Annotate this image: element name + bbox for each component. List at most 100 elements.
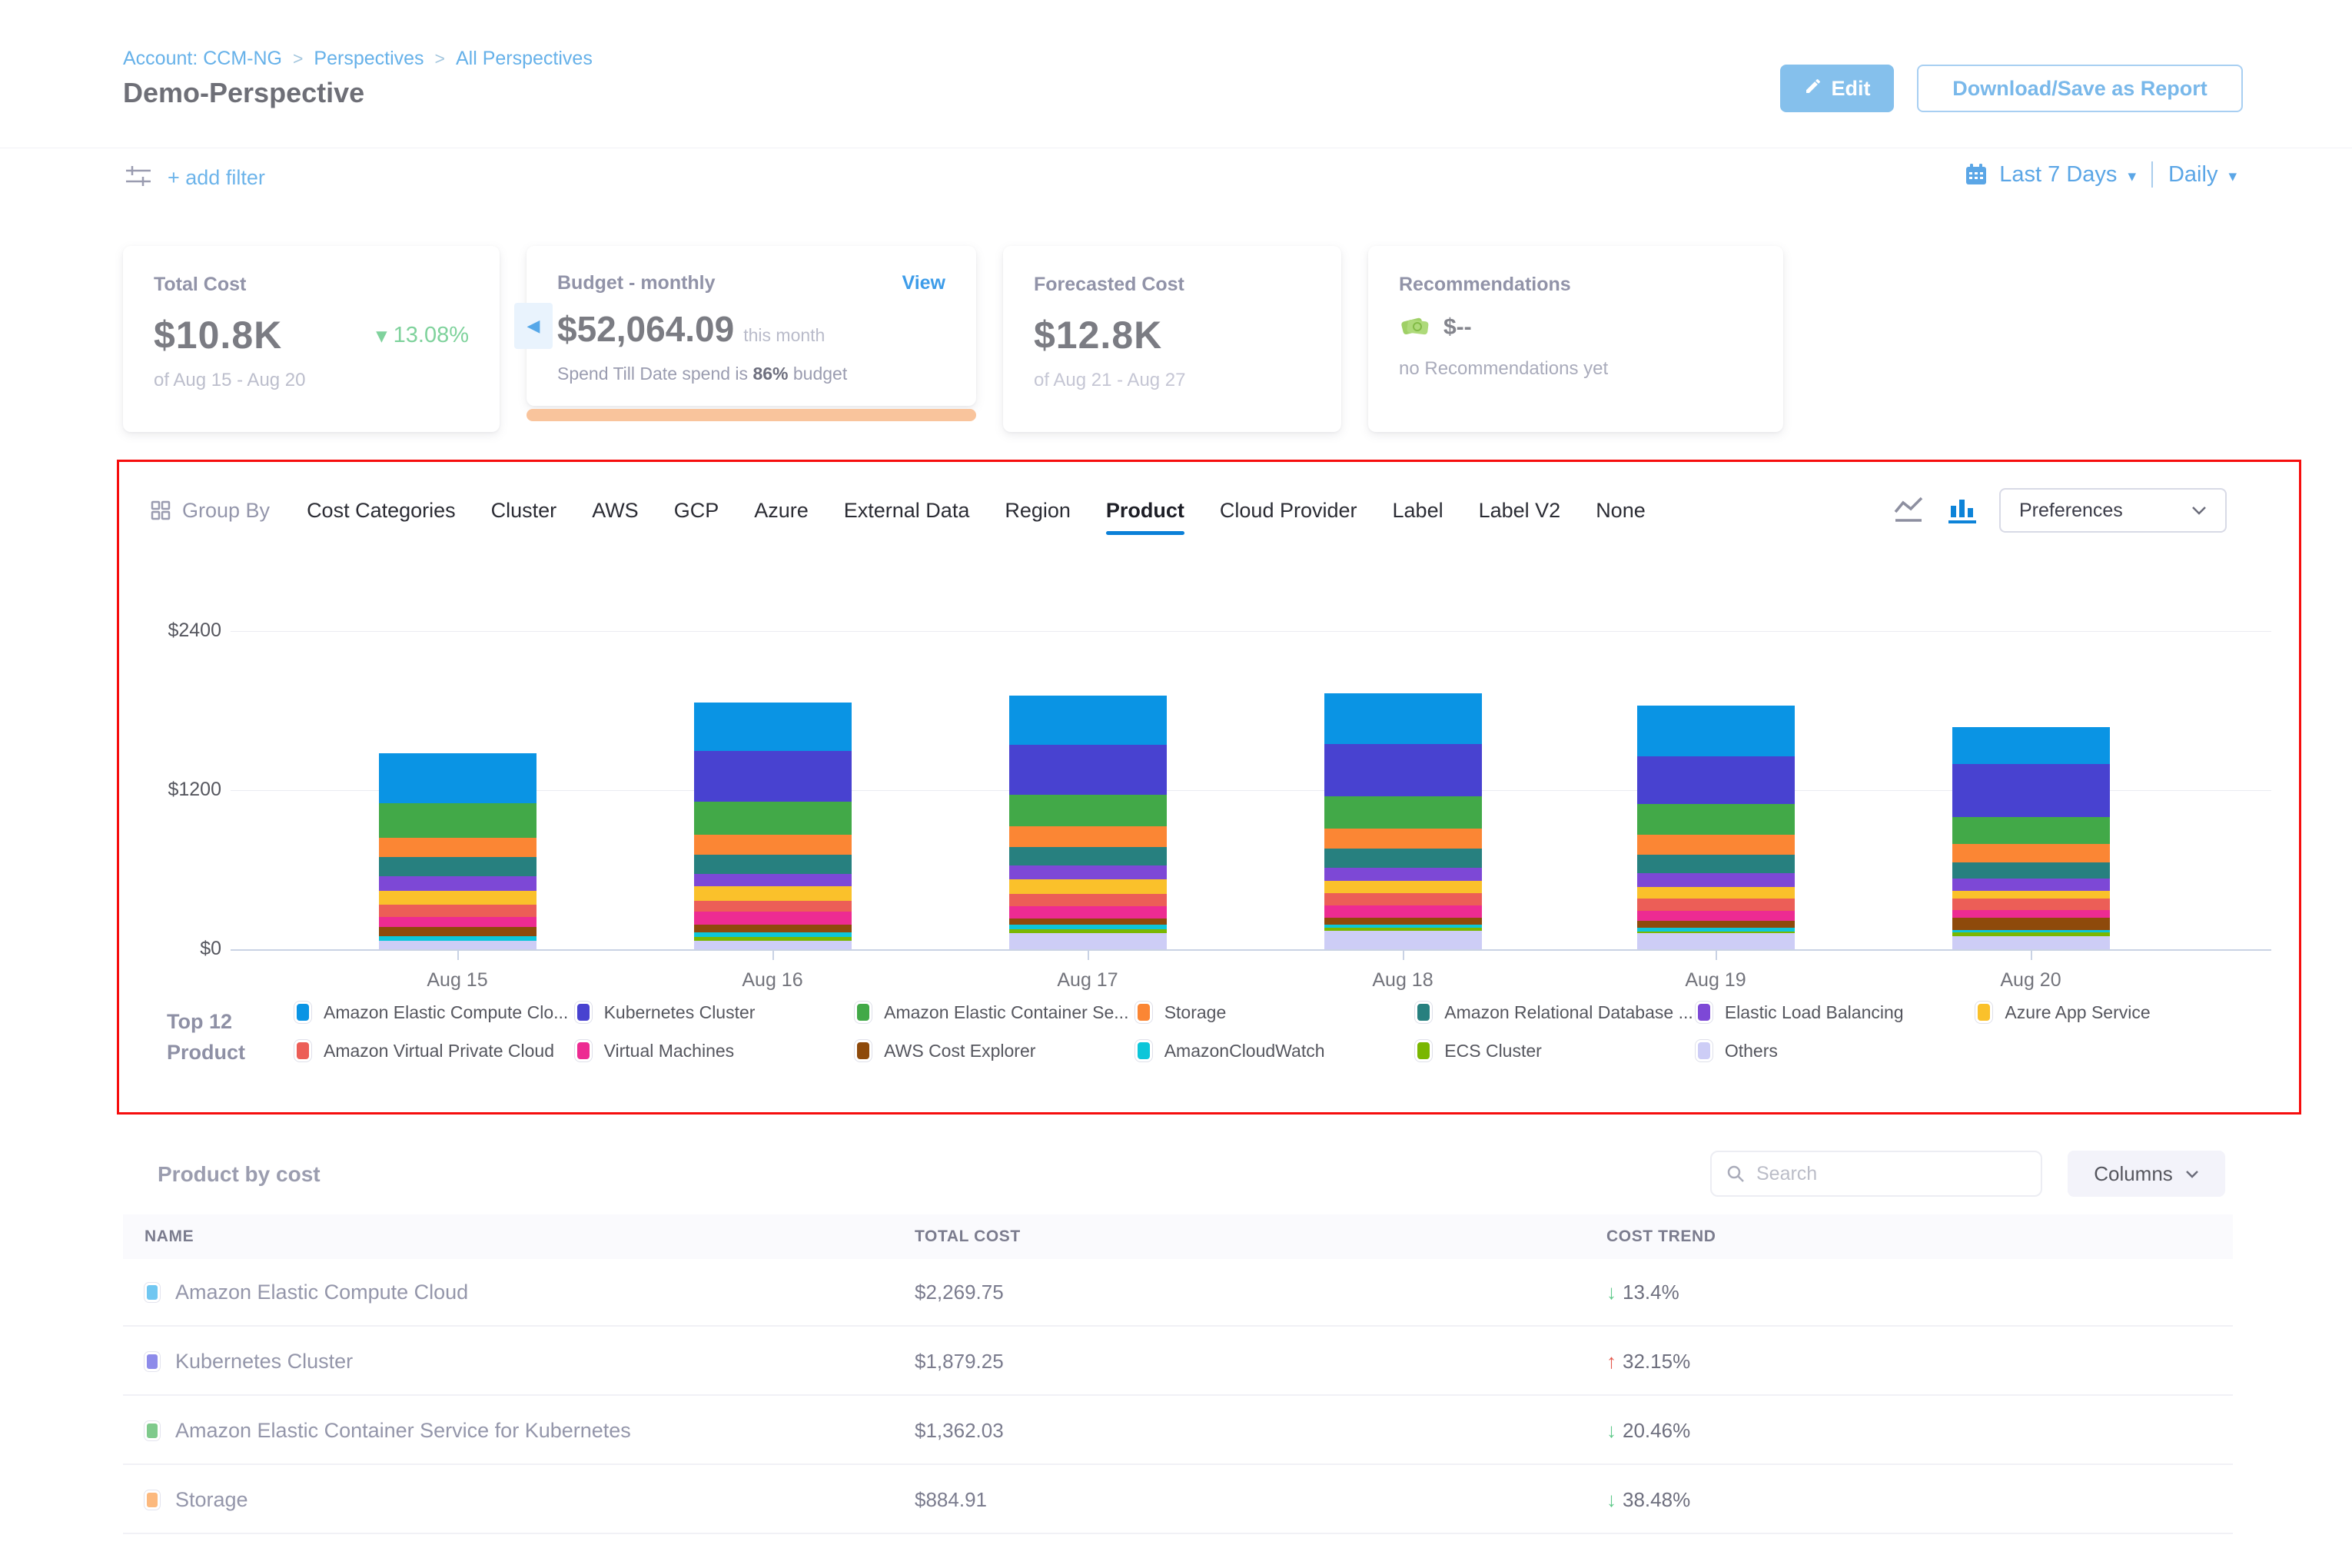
row-product-name[interactable]: Storage [175, 1487, 248, 1511]
filter-sliders-icon[interactable] [123, 163, 154, 194]
bar-segment[interactable] [1636, 804, 1795, 835]
row-product-name[interactable]: Kubernetes Cluster [175, 1349, 354, 1373]
table-row[interactable]: Amazon Elastic Container Service for Kub… [123, 1397, 2233, 1465]
column-header-total-cost[interactable]: TOTAL COST [915, 1227, 1021, 1245]
legend-item[interactable]: Storage [1134, 1002, 1416, 1023]
bar-segment[interactable] [693, 936, 852, 941]
bar-segment[interactable] [1952, 843, 2110, 862]
date-range-select[interactable]: Last 7 Days [1999, 161, 2118, 187]
bar-segment[interactable] [693, 702, 852, 751]
bar-segment[interactable] [1952, 891, 2110, 899]
row-product-name[interactable]: Amazon Elastic Container Service for Kub… [175, 1418, 631, 1442]
bar-segment[interactable] [1008, 905, 1167, 919]
bar-segment[interactable] [693, 874, 852, 886]
bar-segment[interactable] [378, 927, 537, 936]
bar-segment[interactable] [1008, 794, 1167, 827]
bar-segment[interactable] [1636, 928, 1795, 932]
bar-segment[interactable] [1636, 898, 1795, 911]
bar-segment[interactable] [378, 890, 537, 905]
bar-segment[interactable] [1636, 933, 1795, 949]
stacked-bar-aug-17[interactable] [1008, 696, 1167, 949]
budget-view-link[interactable]: View [902, 272, 945, 294]
bar-segment[interactable] [1952, 917, 2110, 930]
add-filter-link[interactable]: + add filter [168, 166, 265, 189]
bar-chart-toggle-icon[interactable] [1945, 495, 1979, 526]
bar-segment[interactable] [1952, 910, 2110, 918]
bar-segment[interactable] [693, 885, 852, 901]
bar-segment[interactable] [1636, 756, 1795, 805]
bar-segment[interactable] [693, 835, 852, 855]
tab-cloud-provider[interactable]: Cloud Provider [1219, 498, 1357, 522]
bar-segment[interactable] [1008, 826, 1167, 847]
legend-item[interactable]: Amazon Virtual Private Cloud [294, 1040, 575, 1061]
bar-segment[interactable] [1636, 920, 1795, 929]
legend-item[interactable]: Virtual Machines [574, 1040, 855, 1061]
bar-segment[interactable] [378, 940, 537, 949]
tab-product[interactable]: Product [1105, 498, 1184, 535]
column-header-name[interactable]: NAME [145, 1227, 194, 1245]
bar-segment[interactable] [1952, 932, 2110, 936]
table-row[interactable]: Kubernetes Cluster $1,879.25 ↑ 32.15% [123, 1328, 2233, 1396]
legend-item[interactable]: AWS Cost Explorer [855, 1040, 1135, 1061]
bar-segment[interactable] [1008, 846, 1167, 865]
tab-label[interactable]: Label [1392, 498, 1443, 522]
legend-item[interactable]: Amazon Relational Database ... [1415, 1002, 1696, 1023]
chevron-down-icon[interactable]: ▾ [2128, 167, 2136, 185]
legend-item[interactable]: Amazon Elastic Compute Clo... [294, 1002, 575, 1023]
tab-aws[interactable]: AWS [592, 498, 639, 522]
stacked-bar-aug-15[interactable] [378, 753, 537, 949]
legend-item[interactable]: Elastic Load Balancing [1695, 1002, 1976, 1023]
tab-cluster[interactable]: Cluster [490, 498, 557, 522]
bar-segment[interactable] [378, 802, 537, 838]
bar-segment[interactable] [1952, 898, 2110, 911]
bar-segment[interactable] [1636, 931, 1795, 934]
bar-segment[interactable] [1636, 834, 1795, 855]
bar-segment[interactable] [693, 855, 852, 875]
bar-segment[interactable] [693, 911, 852, 925]
tab-cost-categories[interactable]: Cost Categories [307, 498, 456, 522]
bar-segment[interactable] [378, 753, 537, 803]
bar-segment[interactable] [1008, 696, 1167, 745]
legend-item[interactable]: Kubernetes Cluster [574, 1002, 855, 1023]
bar-segment[interactable] [693, 750, 852, 802]
bar-segment[interactable] [1636, 854, 1795, 873]
bar-segment[interactable] [1636, 705, 1795, 756]
breadcrumb-perspectives[interactable]: Perspectives [314, 48, 424, 69]
legend-item[interactable]: Amazon Elastic Container Se... [855, 1002, 1135, 1023]
bar-segment[interactable] [1008, 929, 1167, 934]
search-input[interactable] [1756, 1162, 2027, 1185]
bar-segment[interactable] [693, 940, 852, 949]
bar-segment[interactable] [1952, 935, 2110, 949]
bar-segment[interactable] [1324, 693, 1482, 745]
line-chart-toggle-icon[interactable] [1892, 495, 1925, 526]
bar-segment[interactable] [1324, 744, 1482, 796]
bar-segment[interactable] [1008, 933, 1167, 949]
bar-segment[interactable] [1008, 744, 1167, 795]
bar-segment[interactable] [1952, 764, 2110, 818]
bar-segment[interactable] [693, 924, 852, 932]
bar-segment[interactable] [1952, 929, 2110, 933]
tab-azure[interactable]: Azure [754, 498, 809, 522]
bar-segment[interactable] [1008, 919, 1167, 925]
bar-segment[interactable] [693, 900, 852, 912]
table-row[interactable]: Amazon Elastic Compute Cloud $2,269.75 ↓ 13… [123, 1259, 2233, 1327]
bar-segment[interactable] [378, 935, 537, 941]
bar-segment[interactable] [1008, 893, 1167, 906]
tab-none[interactable]: None [1596, 498, 1646, 522]
bar-segment[interactable] [1636, 886, 1795, 899]
bar-segment[interactable] [378, 904, 537, 917]
bar-segment[interactable] [1952, 817, 2110, 844]
tab-external-data[interactable]: External Data [843, 498, 970, 522]
bar-segment[interactable] [378, 857, 537, 876]
bar-segment[interactable] [1324, 917, 1482, 925]
bar-segment[interactable] [1324, 881, 1482, 894]
bar-segment[interactable] [378, 837, 537, 858]
bar-segment[interactable] [1324, 925, 1482, 929]
bar-segment[interactable] [1324, 928, 1482, 931]
bar-segment[interactable] [1324, 905, 1482, 918]
bar-segment[interactable] [1952, 862, 2110, 879]
edit-button[interactable]: Edit [1780, 65, 1894, 112]
bar-segment[interactable] [1324, 930, 1482, 949]
legend-item[interactable]: Others [1695, 1040, 1976, 1061]
bar-segment[interactable] [1952, 727, 2110, 765]
